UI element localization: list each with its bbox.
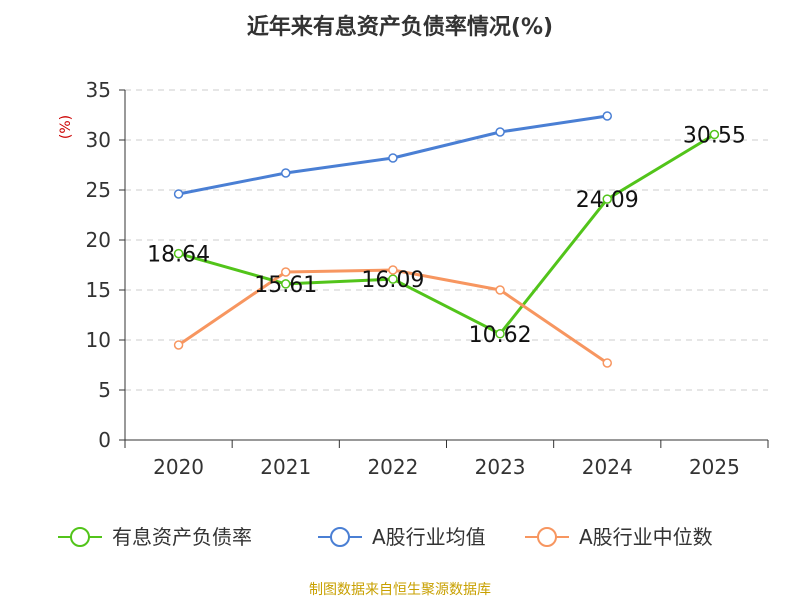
y-tick-label: 20 [86,228,111,252]
source-note: 制图数据来自恒生聚源数据库 [309,582,491,598]
series-line-0 [178,133,716,336]
data-point[interactable] [602,358,612,368]
x-tick-label: 2025 [689,455,740,479]
legend-item-2[interactable]: A股行业中位数 [525,525,713,549]
data-point[interactable] [495,285,505,295]
y-tick-label: 30 [86,128,111,152]
data-point[interactable] [388,153,398,163]
data-label: 15.61 [254,273,317,298]
data-label: 18.64 [147,243,210,268]
legend-label: A股行业中位数 [579,525,713,549]
legend-marker [70,527,90,547]
data-point[interactable] [173,340,184,350]
data-point[interactable] [281,168,291,178]
legend-item-1[interactable]: A股行业均值 [318,525,486,549]
data-point[interactable] [602,111,612,121]
legend[interactable]: 有息资产负债率 A股行业均值 A股行业中位数 [58,525,713,549]
y-tick-label: 10 [86,328,111,352]
y-tick-label: 35 [86,78,111,102]
y-tick-label: 5 [98,378,111,402]
y-axis-label: (%) [58,115,74,139]
data-label: 16.09 [361,268,424,293]
data-point[interactable] [388,265,398,275]
data-point[interactable] [281,267,291,277]
x-tick-label: 2021 [260,455,311,479]
data-label: 24.09 [576,188,639,213]
legend-label: A股行业均值 [372,525,486,549]
data-labels: 18.64 15.61 16.09 10.62 24.09 30.55 [147,124,746,348]
series-lines [173,111,720,368]
chart-title: 近年来有息资产负债率情况(%) [247,14,553,40]
y-tick-label: 25 [86,178,111,202]
x-tick-label: 2024 [582,455,633,479]
data-point[interactable] [602,194,612,204]
data-label: 10.62 [469,323,532,348]
x-tick-label: 2020 [153,455,204,479]
data-point[interactable] [709,129,720,140]
gridlines [125,89,768,391]
legend-label: 有息资产负债率 [112,525,252,549]
data-point[interactable] [495,329,505,339]
data-point[interactable] [281,279,291,289]
data-point[interactable] [388,274,398,284]
data-point[interactable] [173,248,184,259]
legend-marker [537,527,557,547]
data-point[interactable] [173,189,184,199]
data-label: 30.55 [683,124,746,149]
legend-item-0[interactable]: 有息资产负债率 [58,525,252,549]
data-point[interactable] [495,127,505,137]
legend-marker [330,527,350,547]
y-tick-label: 0 [98,428,111,452]
x-tick-label: 2023 [475,455,526,479]
y-tick-label: 15 [86,278,111,302]
x-tick-label: 2022 [367,455,418,479]
